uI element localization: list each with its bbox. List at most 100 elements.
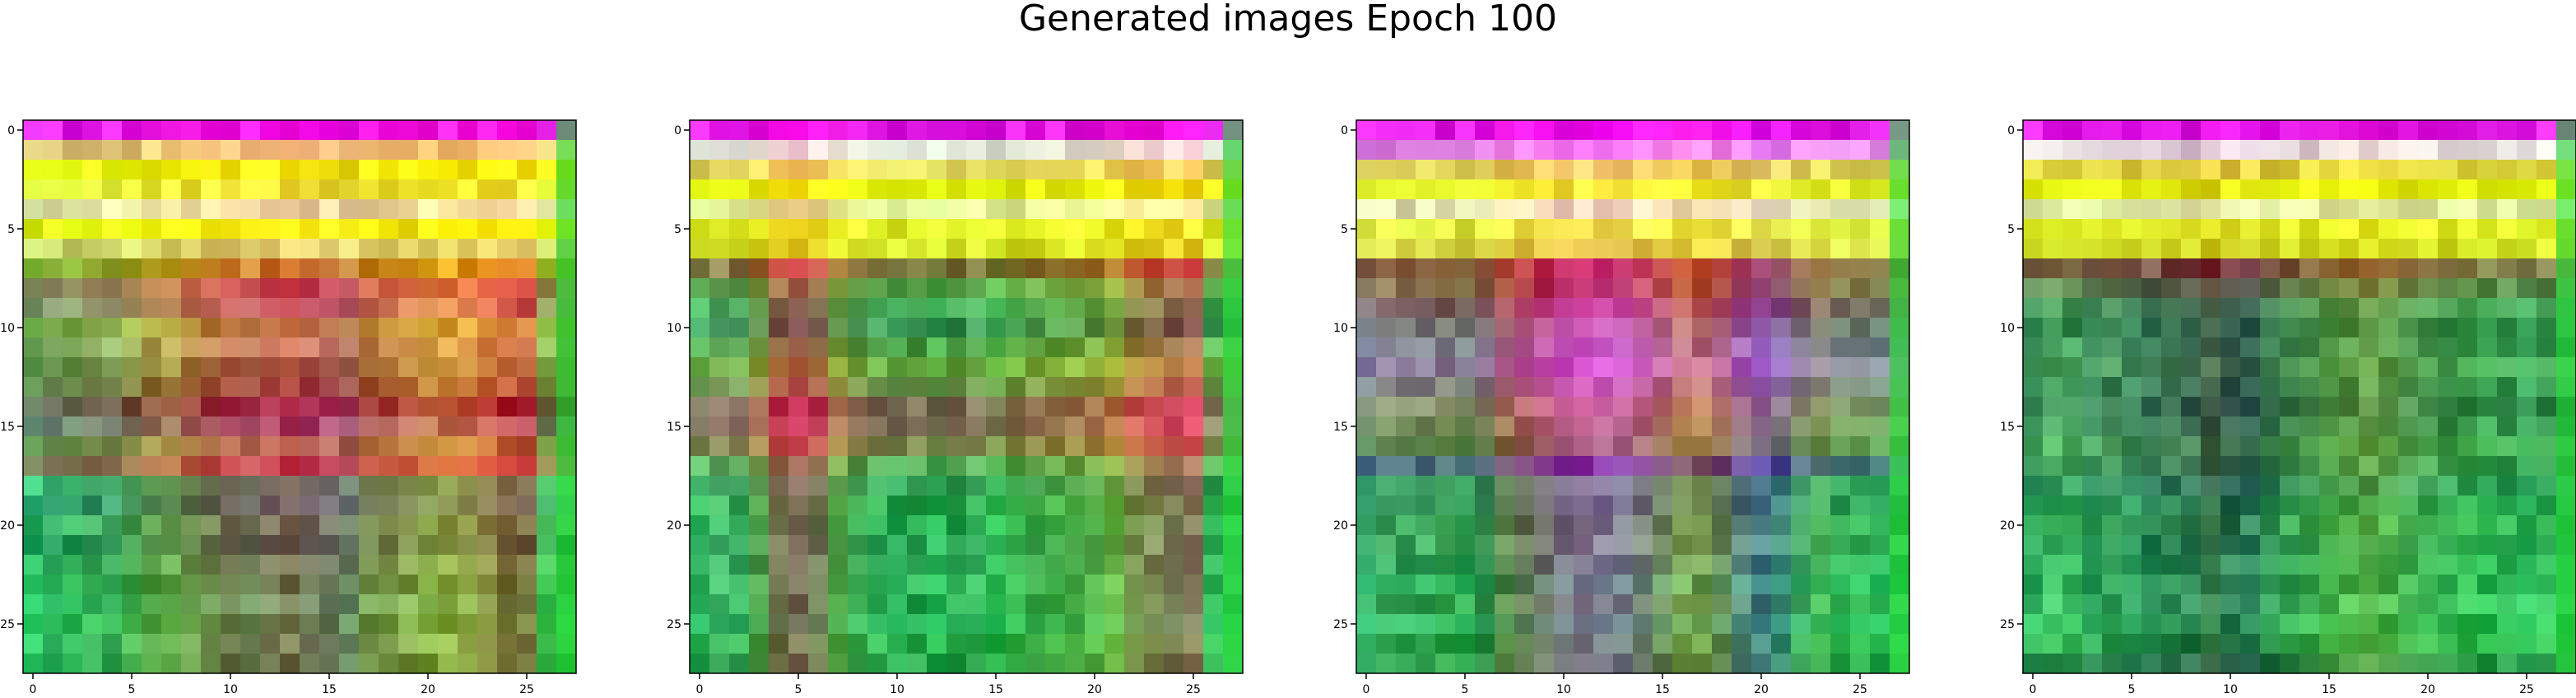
heatmap-cell [1574,179,1594,200]
heatmap-cell [848,219,868,240]
heatmap-cell [221,120,241,141]
heatmap-cell [848,337,868,358]
heatmap-cell [788,654,809,674]
heatmap-cell [537,298,557,319]
heatmap-cell [2062,318,2083,338]
heatmap-cell [517,278,537,299]
plot-frame [1355,119,1910,674]
heatmap-cell [828,239,849,259]
heatmap-cell [181,199,202,220]
heatmap-cell [221,160,241,180]
heatmap-cell [808,298,829,319]
heatmap-cell [1732,140,1752,161]
heatmap-cell [1376,575,1397,595]
heatmap-cell [1593,575,1614,595]
heatmap-cell [181,278,202,299]
heatmap-cell [379,258,399,279]
heatmap-cell [2319,219,2340,240]
heatmap-cell [1791,456,1811,477]
heatmap-cell [2517,357,2537,378]
heatmap-cell [201,614,221,635]
heatmap-cell [398,654,419,674]
heatmap-cell [1850,337,1871,358]
heatmap-cell [1435,199,1456,220]
heatmap-cell [1712,239,1732,259]
heatmap-cell [2181,298,2202,319]
heatmap-cell [1085,575,1105,595]
heatmap-cell [867,318,888,338]
heatmap-cell [339,575,360,595]
heatmap-cell [1085,535,1105,556]
heatmap-cell [788,476,809,496]
heatmap-cell [749,357,770,378]
heatmap-cell [2438,140,2458,161]
heatmap-cell [537,614,557,635]
heatmap-cell [1554,436,1574,457]
heatmap-cell [240,535,261,556]
heatmap-cell [986,357,1007,378]
heatmap-cell [1633,278,1653,299]
heatmap-cell [1830,476,1851,496]
heatmap-cell [1771,436,1792,457]
heatmap-cell [927,219,947,240]
heatmap-cell [102,496,123,516]
heatmap-cell [1751,337,1772,358]
heatmap-cell [2043,357,2063,378]
heatmap-cell [986,258,1007,279]
heatmap-cell [828,278,849,299]
heatmap-cell [201,199,221,220]
heatmap-cell [142,535,162,556]
heatmap-cell [2457,496,2478,516]
heatmap-cell [2260,377,2281,398]
heatmap-cell [2181,515,2202,536]
heatmap-cell [1732,298,1752,319]
heatmap-cell [181,397,202,417]
heatmap-cell [1495,318,1515,338]
heatmap-cell [2141,634,2162,654]
heatmap-cell [867,634,888,654]
heatmap-cell [2141,555,2162,575]
heatmap-cell [2082,575,2103,595]
heatmap-cell [2102,575,2123,595]
heatmap-cell [867,535,888,556]
heatmap-cell [887,594,908,615]
heatmap-cell [556,258,577,279]
heatmap-cell [359,456,379,477]
heatmap-cell [122,594,142,615]
heatmap-cell [1554,318,1574,338]
heatmap-cell [1223,298,1244,319]
heatmap-cell [1025,239,1046,259]
heatmap-cell [477,476,498,496]
heatmap-cell [907,456,928,477]
heatmap-cell [2220,239,2241,259]
heatmap-cell [1045,416,1066,437]
heatmap-cell [102,476,123,496]
heatmap-cell [2181,258,2202,279]
heatmap-cell [887,496,908,516]
heatmap-cell [1593,219,1614,240]
heatmap-cell [161,357,182,378]
heatmap-cell [1870,416,1890,437]
heatmap-cell [319,515,340,536]
heatmap-cell [2141,575,2162,595]
heatmap-cell [379,397,399,417]
heatmap-cell [2319,594,2340,615]
heatmap-cell [946,515,967,536]
heatmap-cell [1633,515,1653,536]
heatmap-cell [749,298,770,319]
heatmap-cell [1006,357,1026,378]
heatmap-cell [927,535,947,556]
heatmap-cell [280,278,300,299]
heatmap-cell [907,219,928,240]
heatmap-cell [769,496,789,516]
heatmap-cell [2339,515,2360,536]
heatmap-cell [458,199,478,220]
heatmap-cell [2023,456,2044,477]
heatmap-cell [2102,258,2123,279]
heatmap-cell [260,140,281,161]
heatmap-cell [1183,219,1204,240]
heatmap-cell [1183,199,1204,220]
y-tick-label: 15 [0,421,15,434]
heatmap-cell [458,436,478,457]
heatmap-cell [23,436,44,457]
